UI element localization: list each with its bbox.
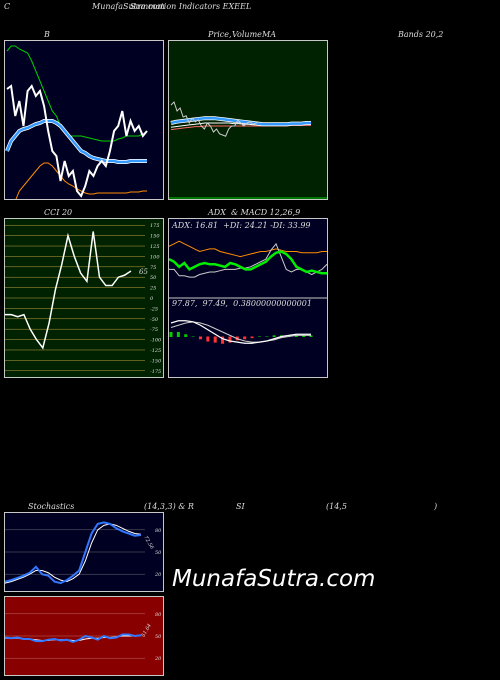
cci-tick-label: -125 [150, 348, 161, 354]
rsi-params: (14,5 [326, 502, 347, 511]
stoch-d-line [5, 523, 142, 584]
adx-minus-di-line [169, 240, 327, 258]
macd-histogram-bar [184, 334, 188, 337]
rsi-params-close: ) [434, 502, 438, 511]
rsi-tick-label: 50 [155, 634, 162, 640]
stoch-k-line [5, 521, 142, 585]
macd-histogram-bar [191, 336, 195, 337]
cci-tick-label: 75 [150, 265, 156, 271]
cci-tick-label: -25 [150, 306, 158, 312]
adx-line [169, 250, 327, 275]
bands-title: Bands 20,2 [398, 30, 444, 39]
cci-tick-label: 150 [150, 234, 160, 240]
stoch-tick-label: 20 [154, 572, 162, 578]
ma-c-line [170, 124, 311, 131]
adx-plus-di-line [169, 242, 327, 278]
macd-histogram-bar [243, 336, 247, 340]
price-ma-panel [168, 40, 328, 200]
cci-tick-label: 0 [150, 296, 154, 302]
cci-last-value: 65 [139, 268, 148, 276]
rsi-chart: 80 50 20 51.64 [5, 612, 162, 662]
macd-histogram-bar [265, 336, 269, 337]
cci-panel: 175 150 125 100 75 50 25 0 -25 -50 -75 -100 -125 -150… [4, 218, 164, 378]
cci-tick-label: 100 [150, 254, 160, 260]
bollinger-panel [4, 40, 164, 200]
price-ma-chart [169, 101, 327, 199]
cci-title: CCI 20 [44, 208, 73, 217]
bb-lower-line [15, 162, 147, 199]
cci-chart: 175 150 125 100 75 50 25 0 -25 -50 -75 -100 -125 -150… [5, 223, 162, 375]
macd-histogram-bar [272, 335, 276, 337]
stoch-tick-label: 50 [155, 550, 162, 556]
rsi-title: SI [236, 502, 245, 511]
cci-line [5, 231, 132, 350]
macd-histogram-bar [221, 336, 225, 344]
macd-histogram-bar [302, 335, 306, 337]
macd-histogram-bar [309, 335, 313, 337]
header-left-label: C [4, 2, 11, 11]
adx-values-label: ADX: 16.81 +DI: 24.21 -DI: 33.99 [172, 221, 311, 230]
macd-histogram-bar [294, 335, 298, 337]
ma-title-a: Price, [208, 30, 232, 39]
adx-macd-chart [169, 240, 327, 344]
bb-title: B [44, 30, 50, 39]
macd-histogram-bar [169, 332, 173, 337]
rsi-value-label: 51.64 [141, 623, 153, 638]
header-title: MunafaSutra.com [92, 2, 165, 11]
rsi-tick-label: 20 [154, 656, 162, 662]
stoch-tick-label: 80 [155, 528, 162, 534]
stoch-value-label: 72.56 [142, 535, 155, 551]
ma-title-overlay: Volume [232, 30, 262, 39]
macd-signal-line [170, 321, 311, 343]
macd-histogram-bar [257, 336, 261, 337]
macd-values-label: 97.87, 97.49, 0.38000000000001 [172, 299, 312, 308]
ma-price-line [170, 101, 260, 137]
bb-mid-line [5, 119, 147, 164]
cci-tick-label: 25 [149, 286, 156, 292]
rsi-panel: 80 50 20 51.64 [4, 596, 164, 676]
bb-upper-line [6, 45, 148, 142]
adx-title: ADX & MACD 12,26,9 [208, 208, 301, 217]
macd-line [170, 320, 311, 344]
ma-a-line [170, 116, 311, 126]
ma-title-b: MA [262, 30, 276, 39]
header-title-overlay: Summation Indicators EXEEL [130, 2, 252, 11]
cci-tick-label: 50 [150, 275, 157, 281]
cci-tick-label: 175 [150, 223, 160, 229]
cci-tick-label: -175 [150, 369, 161, 375]
rsi-line [5, 633, 142, 643]
cci-tick-label: -100 [150, 338, 162, 344]
stoch-title: Stochastics [28, 502, 75, 511]
cci-tick-label: -75 [150, 327, 158, 333]
macd-histogram-bar [176, 332, 180, 337]
rsi-tick-label: 80 [155, 612, 162, 618]
bb-price-line [6, 84, 148, 198]
stoch-params: (14,3,3) & R [144, 502, 194, 511]
cci-tick-label: -50 [150, 317, 159, 323]
macd-histogram-bar [250, 336, 254, 339]
macd-histogram-bar [213, 336, 217, 343]
stochastics-panel: 80 50 20 72.56 [4, 512, 164, 592]
bollinger-chart [5, 45, 148, 199]
watermark: MunafaSutra.com [172, 566, 376, 592]
macd-histogram-bar [228, 336, 232, 343]
cci-tick-label: -150 [150, 358, 162, 364]
adx-macd-panel: ADX: 16.81 +DI: 24.21 -DI: 33.99 97.87, … [168, 218, 328, 378]
stochastics-chart: 80 50 20 72.56 [5, 521, 162, 585]
cci-tick-label: 125 [150, 244, 160, 250]
macd-histogram-bar [206, 336, 210, 342]
macd-histogram-bar [198, 336, 202, 340]
